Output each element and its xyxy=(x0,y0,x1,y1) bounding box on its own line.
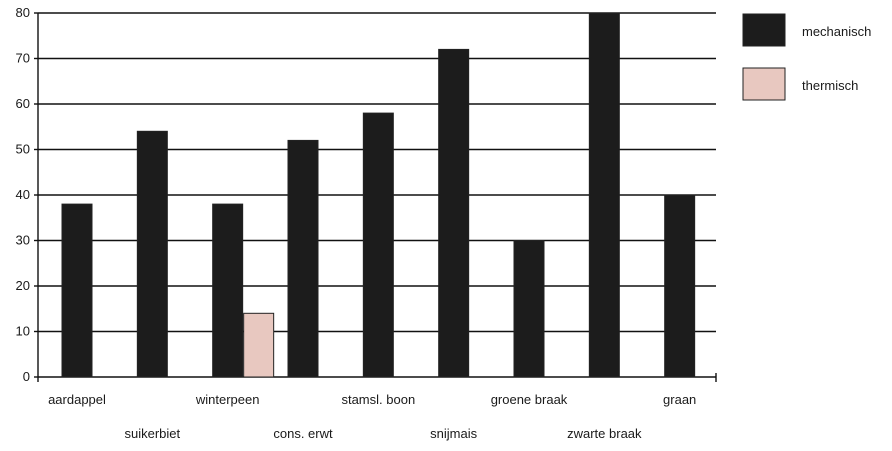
y-tick-label: 0 xyxy=(23,369,30,384)
legend: mechanisch thermisch xyxy=(742,13,871,101)
bar-mechanisch-snijmais xyxy=(438,48,470,378)
bars xyxy=(61,12,696,378)
x-tick-label: aardappel xyxy=(48,392,106,407)
x-axis-labels: aardappel suikerbiet winterpeen cons. erwt s… xyxy=(48,392,696,441)
legend-swatch-thermisch xyxy=(742,67,786,101)
x-tick-label: zwarte braak xyxy=(567,426,642,441)
bar-mechanisch-cons. erwt xyxy=(287,139,319,378)
x-tick-label: suikerbiet xyxy=(125,426,181,441)
y-tick-label: 10 xyxy=(16,324,30,339)
y-tick-label: 80 xyxy=(16,5,30,20)
y-tick-label: 20 xyxy=(16,278,30,293)
y-tick-label: 70 xyxy=(16,51,30,66)
bar-mechanisch-stamsl. boon xyxy=(362,112,394,378)
bar-mechanisch-winterpeen xyxy=(212,203,244,378)
x-tick-label: graan xyxy=(663,392,696,407)
y-tick-label: 50 xyxy=(16,142,30,157)
x-tick-label: winterpeen xyxy=(195,392,260,407)
x-tick-label: groene braak xyxy=(491,392,568,407)
bar-mechanisch-aardappel xyxy=(61,203,93,378)
legend-label: thermisch xyxy=(802,78,858,93)
x-tick-label: snijmais xyxy=(430,426,477,441)
bar-mechanisch-graan xyxy=(664,194,696,378)
bar-mechanisch-zwarte braak xyxy=(588,12,620,378)
legend-label: mechanisch xyxy=(802,24,871,39)
x-tick-label: stamsl. boon xyxy=(341,392,415,407)
bar-mechanisch-groene braak xyxy=(513,240,545,378)
bar-mechanisch-suikerbiet xyxy=(136,130,168,378)
y-tick-label: 40 xyxy=(16,187,30,202)
x-tick-label: cons. erwt xyxy=(273,426,333,441)
y-axis-ticks: 0 10 20 30 40 50 60 70 80 xyxy=(16,5,38,384)
legend-swatch-mechanisch xyxy=(742,13,786,47)
bar-thermisch-winterpeen xyxy=(243,312,275,378)
y-tick-label: 30 xyxy=(16,233,30,248)
y-tick-label: 60 xyxy=(16,96,30,111)
